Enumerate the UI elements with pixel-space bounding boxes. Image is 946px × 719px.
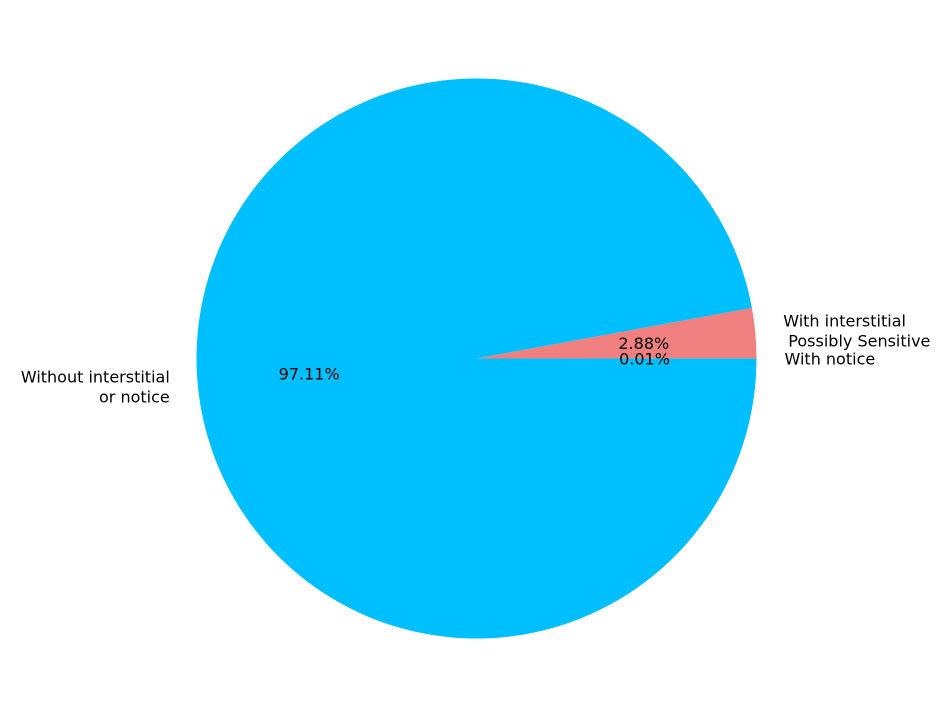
pie-labels: With notice 0.01% With interstitial Possib… bbox=[21, 311, 931, 406]
slice-pct-label-0: 0.01% bbox=[619, 349, 670, 368]
slice-label-1-line-1: Possibly Sensitive bbox=[783, 331, 930, 350]
slice-label-2: Without interstitial or notice bbox=[21, 367, 170, 406]
slice-pct-label-1: 2.88% bbox=[618, 334, 669, 353]
slice-label-0-line-0: With notice bbox=[785, 349, 876, 368]
slice-pct-label-2: 97.11% bbox=[279, 365, 340, 384]
slice-label-1-line-0: With interstitial bbox=[783, 311, 906, 330]
pie-slices bbox=[196, 78, 757, 639]
pie-slice-1 bbox=[476, 307, 757, 359]
slice-label-0: With notice bbox=[785, 349, 876, 368]
pie-slice-2 bbox=[196, 78, 757, 639]
slice-label-1: With interstitial Possibly Sensitive bbox=[783, 311, 930, 350]
slice-label-2-line-1: or notice bbox=[99, 387, 170, 406]
slice-label-2-line-0: Without interstitial bbox=[21, 367, 170, 386]
